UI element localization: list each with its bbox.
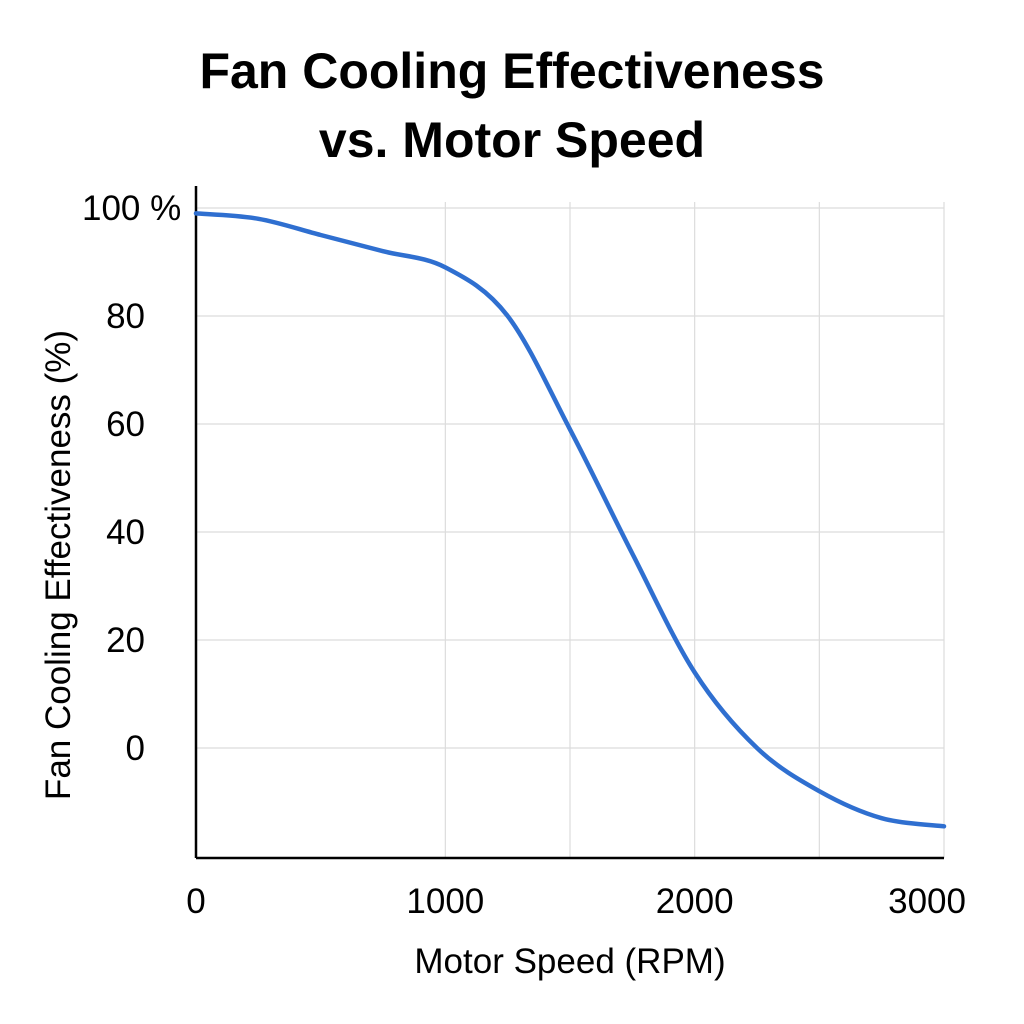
series-line	[193, 211, 947, 829]
y-tick-label: 20	[106, 621, 145, 660]
x-tick-label: 2000	[656, 882, 734, 921]
x-axis-title: Motor Speed (RPM)	[414, 942, 725, 981]
y-tick-label: 100 %	[82, 189, 181, 228]
chart-title-line-1: Fan Cooling Effectiveness	[199, 43, 825, 99]
grid	[196, 202, 945, 858]
series	[193, 211, 947, 829]
y-axis-title: Fan Cooling Effectiveness (%)	[39, 330, 78, 800]
x-tick-label: 1000	[406, 882, 484, 921]
x-tick-label: 3000	[888, 882, 966, 921]
y-tick-label: 40	[106, 513, 145, 552]
y-tick-label: 60	[106, 405, 145, 444]
axes	[194, 186, 944, 860]
y-tick-label: 0	[126, 729, 145, 768]
x-tick-label: 0	[186, 882, 205, 921]
y-tick-label: 80	[106, 297, 145, 336]
chart-title-line-2: vs. Motor Speed	[318, 112, 706, 168]
